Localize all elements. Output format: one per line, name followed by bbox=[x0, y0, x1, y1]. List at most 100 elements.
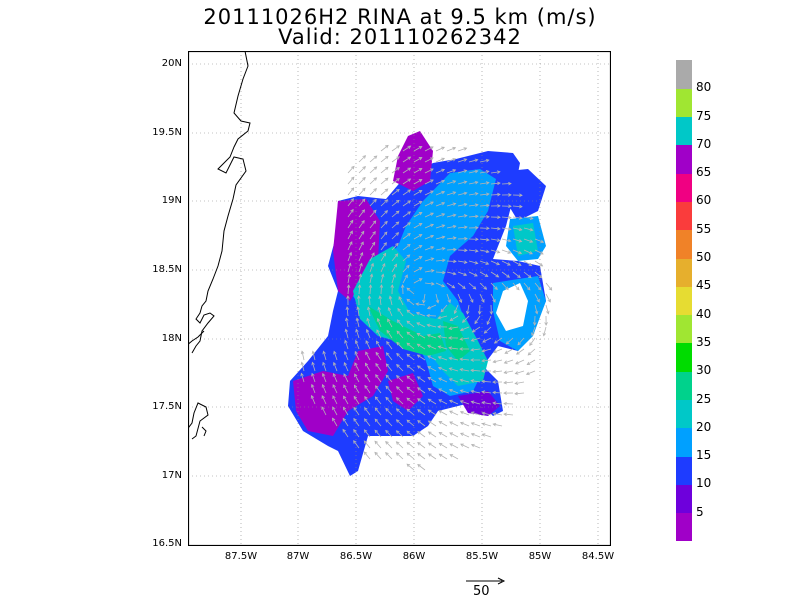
wind-vector bbox=[490, 282, 498, 290]
wind-vector-head bbox=[396, 319, 401, 323]
wind-vector bbox=[446, 203, 456, 207]
lat-label-16-5n: 16.5N bbox=[152, 538, 182, 549]
wind-vector bbox=[402, 222, 411, 229]
wind-vector bbox=[355, 329, 360, 339]
wind-vector-head bbox=[382, 252, 387, 257]
wind-vector-head bbox=[392, 273, 396, 278]
wind-vector bbox=[343, 373, 349, 383]
wind-vector bbox=[471, 380, 481, 383]
wind-vector-head bbox=[440, 308, 445, 313]
wind-vector-head bbox=[463, 191, 468, 196]
wind-vector bbox=[332, 418, 338, 427]
wind-vector bbox=[413, 245, 423, 251]
wind-vector bbox=[428, 409, 437, 416]
wind-vector bbox=[493, 370, 503, 373]
wind-vector-head bbox=[374, 440, 378, 445]
wind-vector-head bbox=[422, 299, 426, 304]
color-legend-swatch bbox=[676, 314, 692, 344]
wind-vector bbox=[523, 249, 533, 255]
wind-vector bbox=[343, 395, 349, 405]
wind-vector-head bbox=[441, 168, 446, 173]
wind-vector bbox=[435, 271, 446, 274]
wind-vector-head bbox=[416, 376, 421, 380]
wind-vector-head bbox=[525, 371, 530, 376]
wind-vector-head bbox=[497, 192, 501, 197]
wind-vector-head bbox=[376, 340, 380, 345]
wind-vector-head bbox=[349, 230, 353, 235]
wind-vector-head bbox=[363, 451, 368, 456]
wind-vector-head bbox=[441, 283, 446, 288]
color-legend-swatch bbox=[676, 173, 692, 202]
wind-vector-head bbox=[481, 411, 486, 416]
wind-vector bbox=[501, 238, 511, 242]
wind-vector bbox=[380, 188, 388, 196]
wind-vector bbox=[398, 296, 404, 306]
wind-vector-head bbox=[452, 202, 457, 206]
wind-vector-head bbox=[438, 388, 442, 392]
wind-vector-head bbox=[388, 295, 393, 300]
wind-vector bbox=[344, 340, 349, 350]
wind-vector bbox=[424, 146, 434, 152]
wind-vector-head bbox=[417, 398, 421, 402]
wind-vector bbox=[385, 363, 393, 372]
wind-vector bbox=[417, 376, 426, 383]
wind-vector-head bbox=[460, 443, 464, 447]
wind-vector bbox=[374, 429, 382, 438]
lon-label-86w: 86W bbox=[402, 551, 426, 562]
wind-vector bbox=[424, 235, 434, 240]
wind-vector-head bbox=[430, 234, 435, 239]
wind-vector bbox=[466, 304, 470, 314]
wind-vector-head bbox=[396, 363, 400, 368]
wind-vector bbox=[375, 352, 382, 361]
wind-vector bbox=[322, 362, 327, 372]
wind-vector bbox=[471, 369, 481, 372]
wind-vector-head bbox=[451, 284, 456, 289]
wind-vector bbox=[396, 342, 404, 350]
wind-vector-head bbox=[378, 295, 382, 300]
wind-vector-head bbox=[360, 241, 364, 246]
color-legend-swatch bbox=[676, 484, 692, 514]
wind-vector-head bbox=[342, 406, 347, 411]
wind-vector-head bbox=[464, 225, 468, 230]
wind-vector-head bbox=[406, 463, 411, 468]
wind-vector bbox=[438, 346, 448, 350]
wind-vector bbox=[471, 401, 481, 405]
wind-vector bbox=[312, 362, 316, 372]
wind-vector-head bbox=[370, 262, 374, 267]
wind-vector bbox=[380, 253, 387, 262]
wind-vector bbox=[396, 397, 404, 405]
wind-vector bbox=[386, 341, 393, 350]
wind-vector-head bbox=[427, 398, 432, 403]
color-legend-label: 75 bbox=[696, 108, 712, 123]
wind-vector bbox=[354, 362, 360, 372]
wind-vector-head bbox=[395, 232, 400, 236]
wind-vector bbox=[322, 384, 327, 394]
wind-vector-head bbox=[448, 378, 453, 382]
lon-label-86-5w: 86.5W bbox=[339, 551, 373, 562]
wind-vector bbox=[527, 359, 536, 365]
wind-vector-head bbox=[508, 193, 512, 197]
wind-vector bbox=[534, 293, 540, 303]
wind-vector bbox=[406, 309, 415, 317]
wind-vector bbox=[413, 212, 423, 218]
wind-vector-head bbox=[470, 389, 475, 394]
wind-vector bbox=[396, 452, 404, 460]
wind-vector bbox=[457, 293, 462, 303]
wind-vector-head bbox=[441, 146, 445, 150]
wind-vector-head bbox=[459, 347, 463, 351]
wind-vector-head bbox=[536, 298, 540, 303]
wind-vector bbox=[376, 341, 382, 350]
wind-vector-head bbox=[393, 263, 398, 268]
wind-vector bbox=[402, 244, 411, 251]
wind-vector-head bbox=[441, 202, 446, 206]
wind-vector-head bbox=[404, 274, 408, 279]
wind-vector-head bbox=[494, 286, 498, 291]
wind-vector bbox=[460, 337, 470, 340]
wind-vector bbox=[323, 351, 327, 361]
wind-vector-head bbox=[470, 411, 475, 415]
lat-label-19n: 19N bbox=[161, 195, 182, 206]
wind-vector-head bbox=[493, 340, 498, 344]
wind-vector-head bbox=[366, 306, 371, 311]
wind-vector-head bbox=[332, 395, 336, 399]
wind-vector-head bbox=[416, 333, 421, 337]
